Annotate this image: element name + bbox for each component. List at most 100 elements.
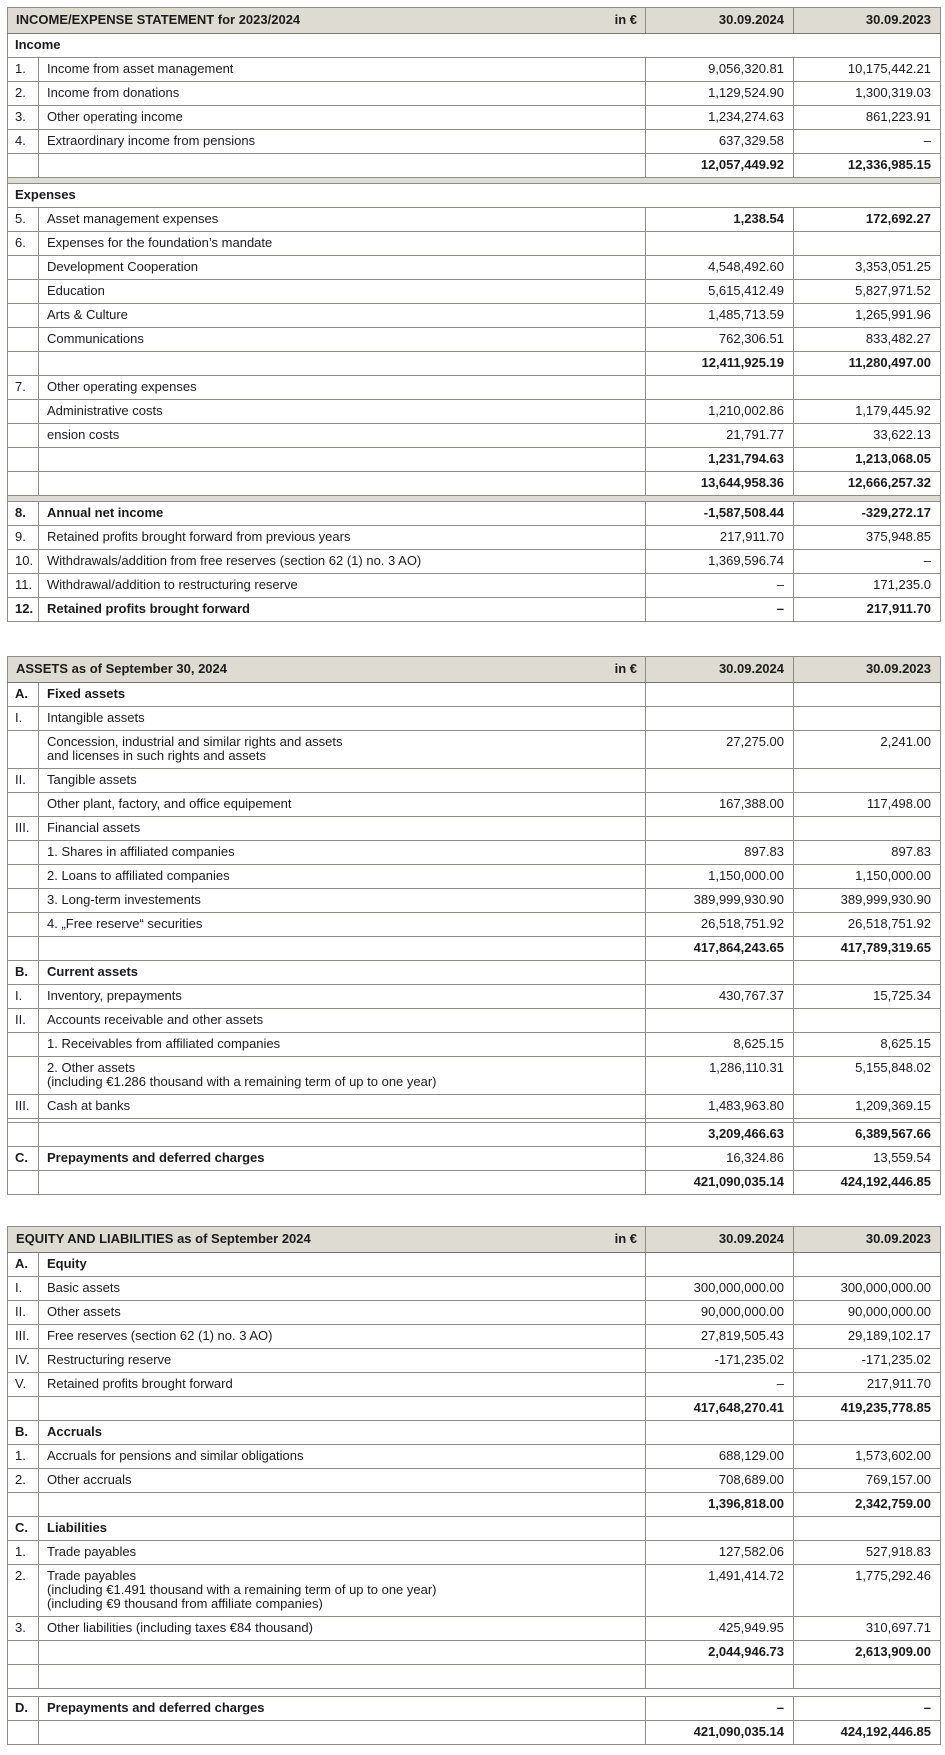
row-label: Trade payables <box>38 1540 646 1565</box>
row-number <box>7 1056 39 1095</box>
value-2023: 424,192,446.85 <box>793 1720 941 1745</box>
row-number: A. <box>7 1252 39 1277</box>
value-2024: 897.83 <box>645 840 795 865</box>
value-2023: 897.83 <box>793 840 942 865</box>
value-2024: 1,483,963.80 <box>645 1094 795 1119</box>
value-2024 <box>645 1420 794 1445</box>
value-2023: 1,775,292.46 <box>793 1564 941 1617</box>
row-label: Fixed assets <box>37 682 647 707</box>
row-number: 5. <box>7 207 39 232</box>
value-2024 <box>645 768 795 793</box>
row-label: Free reserves (section 62 (1) no. 3 AO) <box>38 1324 646 1349</box>
value-2023 <box>793 1664 941 1689</box>
table-row: 1. Shares in affiliated companies 897.83 8… <box>7 840 942 865</box>
value-2024: 167,388.00 <box>645 792 795 817</box>
value-2024: 1,396,818.00 <box>645 1492 794 1517</box>
column-header-2024: 30.09.2024 <box>645 7 794 34</box>
row-label: 3. Long-term investements <box>37 888 647 913</box>
value-2023 <box>793 960 942 985</box>
table-title: INCOME/EXPENSE STATEMENT for 2023/2024 <box>16 12 301 27</box>
row-label: Communications <box>38 327 646 352</box>
row-label: Extraordinary income from pensions <box>38 129 646 154</box>
table-row: V. Retained profits brought forward –217,9… <box>7 1372 941 1397</box>
value-2024: – <box>645 1696 794 1721</box>
value-2024: 26,518,751.92 <box>645 912 795 937</box>
row-label: Income from donations <box>38 81 646 106</box>
row-number: B. <box>7 1420 39 1445</box>
value-2024: 127,582.06 <box>645 1540 794 1565</box>
row-label: Cash at banks <box>37 1094 647 1119</box>
row-label <box>37 1122 647 1147</box>
value-2024: 1,231,794.63 <box>645 447 794 472</box>
value-2024: 13,644,958.36 <box>645 471 794 496</box>
row-label: Basic assets <box>38 1276 646 1301</box>
value-2024: 8,625.15 <box>645 1032 795 1057</box>
table-row: 2. Other accruals 708,689.00 769,157.00 <box>7 1468 941 1493</box>
row-number: C. <box>7 1516 39 1541</box>
row-number <box>7 792 39 817</box>
row-label: 2. Loans to affiliated companies <box>37 864 647 889</box>
row-label: Retained profits brought forward <box>38 597 646 622</box>
table-title-cell: EQUITY AND LIABILITIES as of September 2… <box>7 1226 646 1253</box>
table-row: 4. Extraordinary income from pensions 637,… <box>7 129 941 154</box>
value-2023: 300,000,000.00 <box>793 1276 941 1301</box>
column-header-2024: 30.09.2024 <box>645 656 795 683</box>
value-2024: – <box>645 1372 794 1397</box>
table-row: 2. Other assets (including €1.286 thousan… <box>7 1056 942 1095</box>
value-2024 <box>645 1008 795 1033</box>
section-label: Expenses <box>7 183 941 208</box>
value-2023 <box>793 375 941 400</box>
row-number <box>7 1122 39 1147</box>
row-number <box>7 327 39 352</box>
value-2024: 21,791.77 <box>645 423 794 448</box>
row-label: Equity <box>38 1252 646 1277</box>
value-2024 <box>645 706 795 731</box>
row-label: Tangible assets <box>37 768 647 793</box>
value-2024: 637,329.58 <box>645 129 794 154</box>
value-2024: 1,286,110.31 <box>645 1056 795 1095</box>
value-2023 <box>793 768 942 793</box>
total-row: 12,057,449.92 12,336,985.15 <box>7 153 941 178</box>
value-2024 <box>645 231 794 256</box>
value-2024: 417,864,243.65 <box>645 936 795 961</box>
table-row: A. Fixed assets <box>7 682 942 707</box>
row-label <box>38 1664 646 1689</box>
value-2023: 12,666,257.32 <box>793 471 941 496</box>
row-label: Concession, industrial and similar right… <box>37 730 647 769</box>
row-label: 1. Shares in affiliated companies <box>37 840 647 865</box>
value-2023: 861,223.91 <box>793 105 941 130</box>
row-label: Inventory, prepayments <box>37 984 647 1009</box>
value-2023: – <box>793 1696 941 1721</box>
row-number: III. <box>7 816 39 841</box>
row-label: Accruals <box>38 1420 646 1445</box>
row-number: V. <box>7 1372 39 1397</box>
value-2024 <box>645 960 795 985</box>
table-row: 3. Other liabilities (including taxes €84… <box>7 1616 941 1641</box>
value-2023: 2,241.00 <box>793 730 942 769</box>
value-2023: 217,911.70 <box>793 597 941 622</box>
table-row: 1. Trade payables 127,582.06 527,918.83 <box>7 1540 941 1565</box>
total-row: 417,864,243.65 417,789,319.65 <box>7 936 942 961</box>
section-row: Income <box>7 33 941 58</box>
value-2024: -1,587,508.44 <box>645 501 794 526</box>
value-2024: 3,209,466.63 <box>645 1122 795 1147</box>
value-2023 <box>793 1252 941 1277</box>
value-2024: 1,129,524.90 <box>645 81 794 106</box>
value-2023: – <box>793 549 941 574</box>
row-number <box>7 730 39 769</box>
row-number: 4. <box>7 129 39 154</box>
row-number: 7. <box>7 375 39 400</box>
row-label: 4. „Free reserve“ securities <box>37 912 647 937</box>
table-row: Education 5,615,412.49 5,827,971.52 <box>7 279 941 304</box>
row-label: ension costs <box>38 423 646 448</box>
row-number <box>7 1032 39 1057</box>
value-2023: 3,353,051.25 <box>793 255 941 280</box>
value-2023: – <box>793 129 941 154</box>
row-number <box>7 399 39 424</box>
row-label: Income from asset management <box>38 57 646 82</box>
row-number: II. <box>7 1300 39 1325</box>
row-label: Asset management expenses <box>38 207 646 232</box>
table-row: II. Other assets 90,000,000.00 90,000,000.0… <box>7 1300 941 1325</box>
value-2023: 2,342,759.00 <box>793 1492 941 1517</box>
value-2023: 5,827,971.52 <box>793 279 941 304</box>
